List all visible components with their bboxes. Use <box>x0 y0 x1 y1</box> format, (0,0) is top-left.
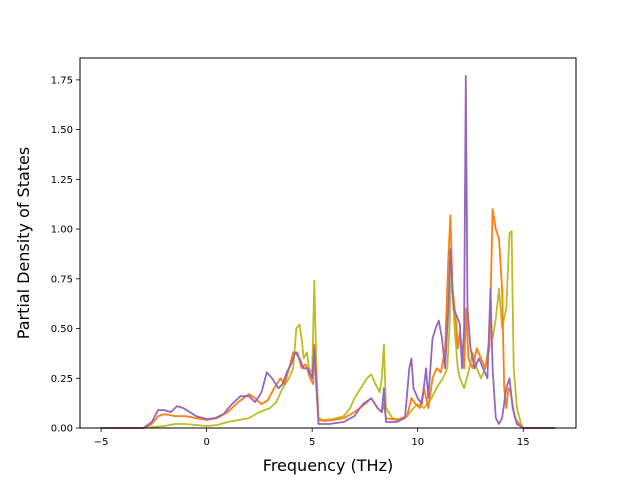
x-tick-label: −5 <box>94 437 109 448</box>
y-tick-label: 0.25 <box>51 374 73 385</box>
y-tick-label: 1.25 <box>51 175 73 186</box>
y-axis-title: Partial Density of States <box>14 147 33 339</box>
y-tick-label: 1.00 <box>51 225 73 236</box>
y-tick-label: 1.50 <box>51 125 73 136</box>
y-tick-label: 0.75 <box>51 274 73 285</box>
y-tick-label: 0.50 <box>51 324 73 335</box>
x-tick-label: 15 <box>517 437 530 448</box>
x-axis: −5 0 5 10 15 <box>94 428 530 448</box>
y-tick-label: 0.00 <box>51 424 73 435</box>
y-axis: 0.00 0.25 0.50 0.75 1.00 1.25 1.50 1.75 <box>51 75 80 435</box>
plot-frame <box>79 57 577 429</box>
x-tick-label: 0 <box>203 437 209 448</box>
x-tick-label: 10 <box>411 437 424 448</box>
x-axis-title: Frequency (THz) <box>263 456 393 475</box>
x-tick-label: 5 <box>309 437 315 448</box>
series-line-1 <box>100 230 556 429</box>
y-tick-label: 1.75 <box>51 75 73 86</box>
series-lines <box>100 75 556 429</box>
series-line-3 <box>100 75 556 429</box>
